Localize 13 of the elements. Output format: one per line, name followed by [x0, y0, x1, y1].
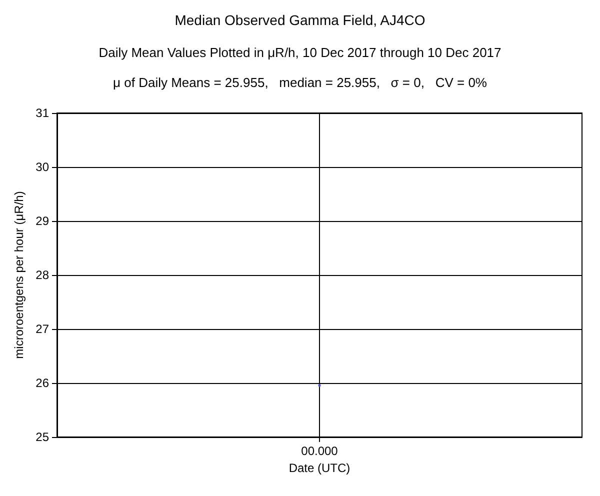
- y-tick-label: 28: [36, 268, 50, 282]
- y-tick-label: 27: [36, 322, 50, 336]
- y-tick-label: 29: [36, 214, 50, 228]
- x-axis-title: Date (UTC): [288, 460, 350, 475]
- y-tick-label: 30: [36, 160, 50, 174]
- chart-title: Median Observed Gamma Field, AJ4CO: [174, 12, 426, 28]
- text: μ of Daily Means = 25.955, median = 25.955, σ = 0, CV = 0%: [113, 75, 488, 90]
- y-tick-label: 31: [36, 106, 50, 120]
- x-tick-label: 00.000: [301, 444, 338, 458]
- chart-subtitle: Daily Mean Values Plotted in μR/h, 10 Dec 2017 through 10 Dec 2017: [98, 45, 502, 60]
- y-tick-label: 26: [36, 376, 50, 390]
- y-tick-label: 25: [36, 430, 50, 444]
- y-axis-title: microroentgens per hour (μR/h): [12, 191, 26, 359]
